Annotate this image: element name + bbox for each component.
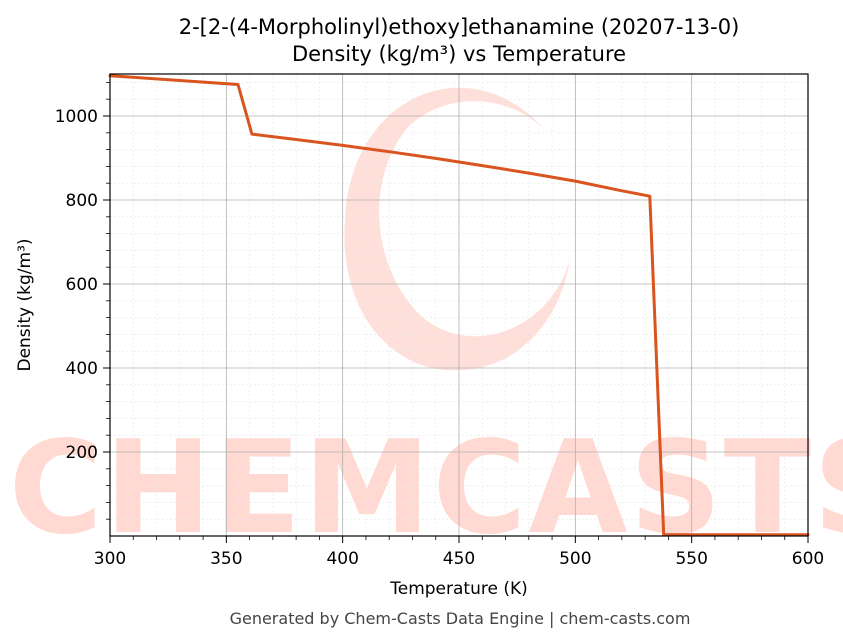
y-tick-label: 800 [66,191,98,211]
x-tick-label: 550 [675,549,707,569]
density-series-line [108,74,810,537]
y-axis-label: Density (kg/m³) [15,238,35,371]
x-tick-label: 300 [94,549,126,569]
chart-title: 2-[2-(4-Morpholinyl)ethoxy]ethanamine (2… [179,15,740,39]
y-tick-label: 400 [66,359,98,379]
y-tick-label: 1000 [55,107,98,127]
watermark-swirl [344,87,570,371]
x-tick-label: 600 [792,549,824,569]
y-tick-label: 600 [66,275,98,295]
x-tick-label: 500 [559,549,591,569]
chart-subtitle: Density (kg/m³) vs Temperature [292,42,626,66]
series-layer [108,74,810,537]
watermark: CHEMCASTS [9,87,843,563]
x-tick-label: 400 [326,549,358,569]
watermark-text: CHEMCASTS [9,414,843,563]
x-axis-label: Temperature (K) [389,579,528,599]
axis-ticks: 300 350 400 450 500 550 600 200 400 600 800 1000 [55,82,824,569]
x-tick-label: 350 [210,549,242,569]
footer-credit: Generated by Chem-Casts Data Engine | ch… [230,609,691,628]
x-tick-label: 450 [443,549,475,569]
y-tick-label: 200 [66,443,98,463]
